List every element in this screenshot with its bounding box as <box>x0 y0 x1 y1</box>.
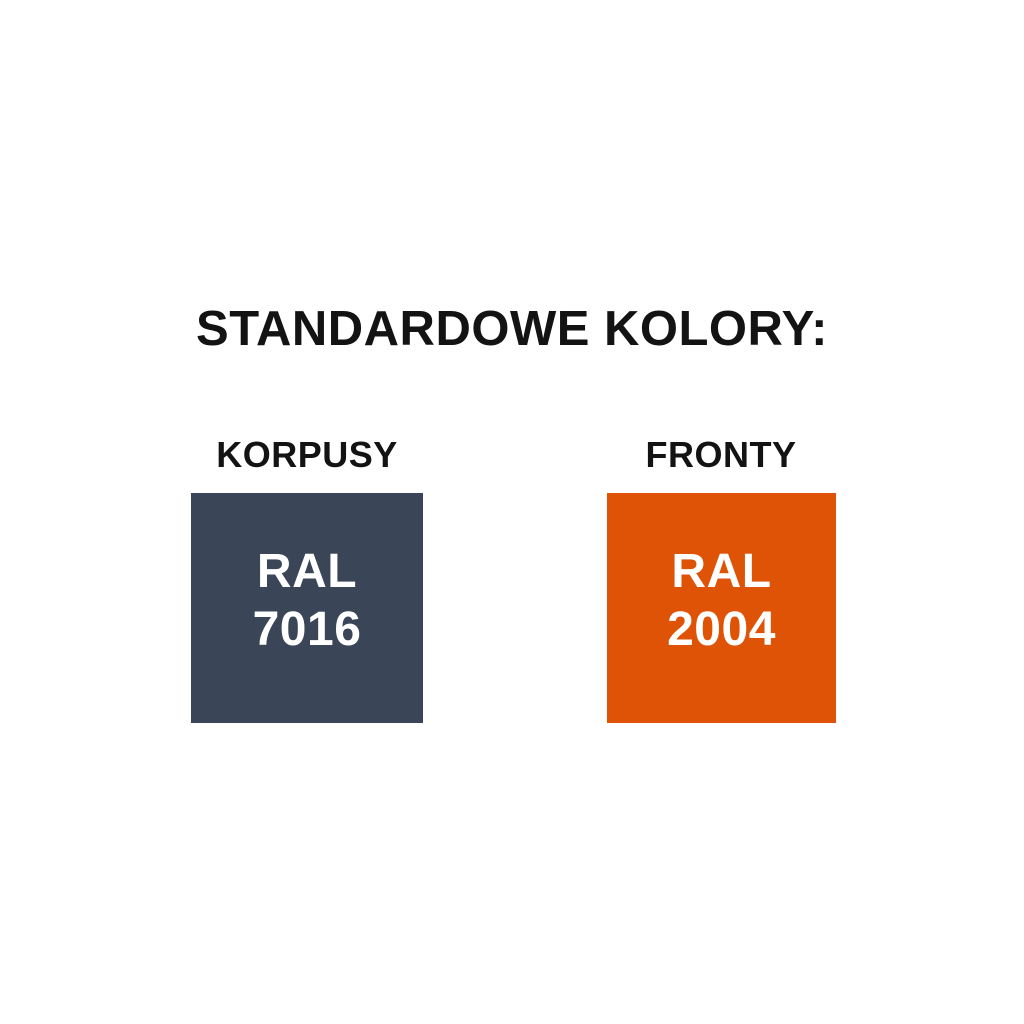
color-swatch-ral-7016: RAL 7016 <box>191 493 423 723</box>
swatch-text-line2: 2004 <box>667 603 776 656</box>
column-label-korpusy: KORPUSY <box>216 434 398 475</box>
swatch-text-line2: 7016 <box>252 603 362 656</box>
column-label-fronty: FRONTY <box>645 434 797 475</box>
swatch-text-line1: RAL <box>671 545 772 598</box>
page-title: STANDARDOWE KOLORY: <box>196 302 828 356</box>
color-swatch-ral-2004: RAL 2004 <box>607 493 836 723</box>
swatch-text-line1: RAL <box>256 545 358 598</box>
